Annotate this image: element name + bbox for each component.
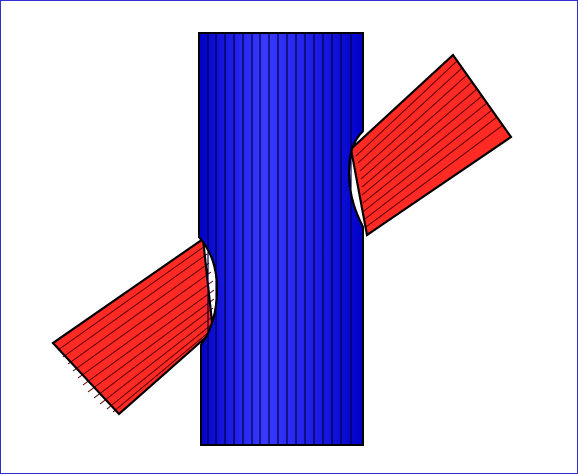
blue-cylinder xyxy=(198,32,364,446)
red-cylinder-upper xyxy=(349,53,513,237)
red-cylinder-lower xyxy=(51,237,215,416)
